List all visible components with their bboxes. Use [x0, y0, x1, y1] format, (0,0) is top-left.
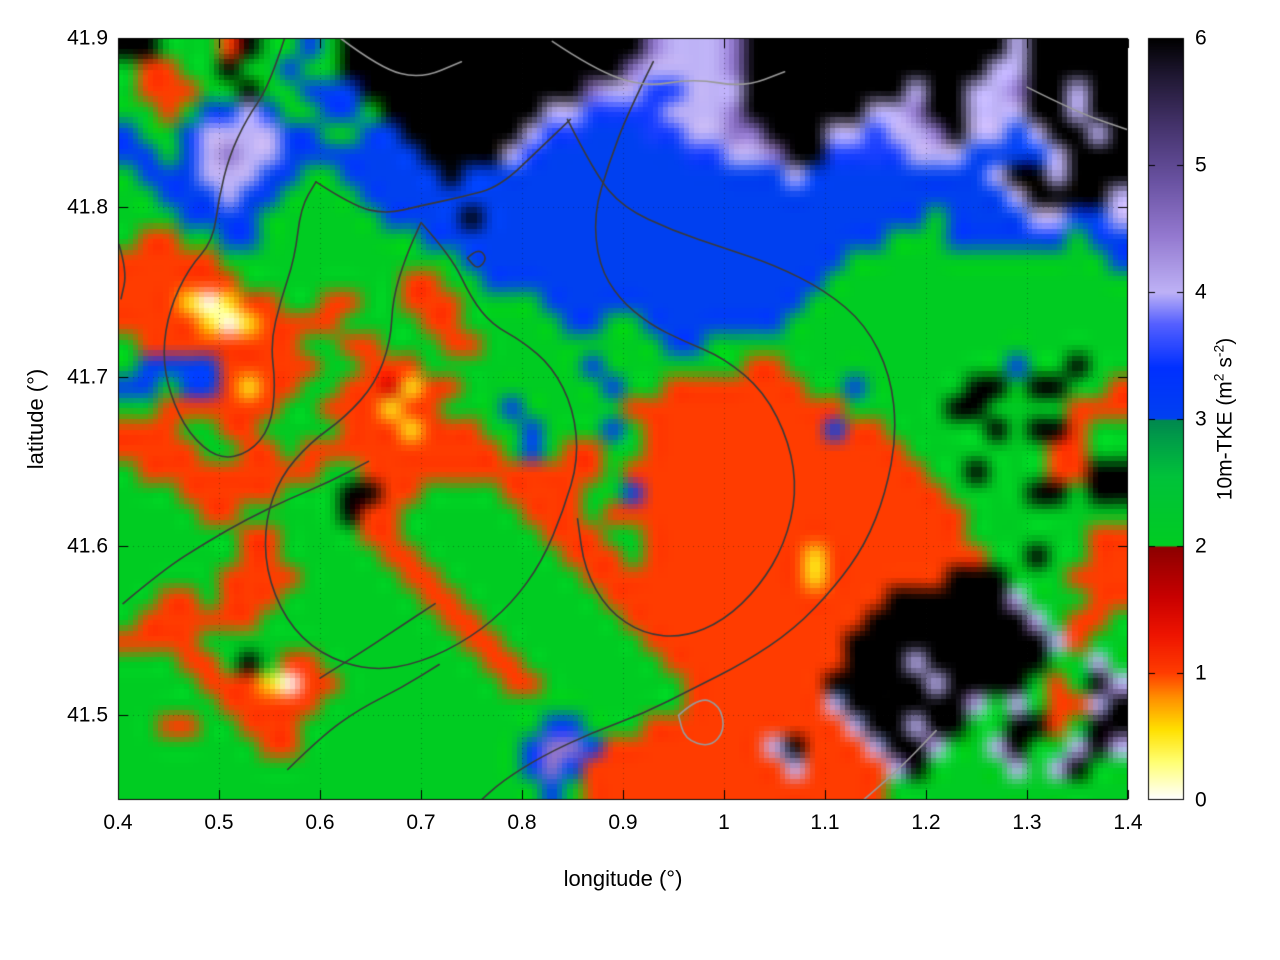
colorbar-label-text: s	[1213, 357, 1237, 374]
x-tick-label: 0.7	[406, 811, 436, 834]
colorbar-tick-label: 1	[1195, 661, 1207, 685]
colorbar-tick-label: 3	[1195, 407, 1207, 431]
colorbar-tick-label: 5	[1195, 153, 1207, 177]
colorbar-label-superscript: -2	[1210, 344, 1227, 358]
colorbar-label-superscript: 2	[1210, 373, 1227, 382]
colorbar-label-text: )	[1213, 337, 1237, 345]
x-tick-label: 0.5	[204, 811, 234, 834]
x-tick-label: 1.3	[1012, 811, 1042, 834]
x-tick-label: 0.8	[507, 811, 537, 834]
x-tick-label: 1.4	[1113, 811, 1143, 834]
x-tick-label: 1	[718, 811, 730, 834]
y-tick-label: 41.8	[67, 195, 108, 219]
y-tick-label: 41.5	[67, 703, 108, 727]
x-tick-label: 0.4	[103, 811, 133, 834]
colorbar-tick-label: 6	[1195, 26, 1207, 50]
y-tick-label: 41.6	[67, 534, 108, 558]
y-tick-label: 41.9	[67, 26, 108, 50]
x-tick-label: 0.6	[305, 811, 335, 834]
colorbar-tick-label: 2	[1195, 534, 1207, 558]
y-tick-label: 41.7	[67, 365, 108, 389]
x-axis-label: longitude (°)	[563, 866, 683, 891]
x-tick-label: 1.1	[810, 811, 840, 834]
x-tick-label: 0.9	[608, 811, 638, 834]
colorbar-tick-label: 4	[1195, 280, 1207, 304]
y-axis-label: latitude (°)	[23, 368, 48, 470]
colorbar-tick-label: 0	[1195, 788, 1207, 812]
colorbar-label: 10m-TKE (m2 s-2)	[1210, 337, 1237, 501]
colorbar-label-text: 10m-TKE (m	[1213, 381, 1237, 501]
x-tick-label: 1.2	[911, 811, 941, 834]
